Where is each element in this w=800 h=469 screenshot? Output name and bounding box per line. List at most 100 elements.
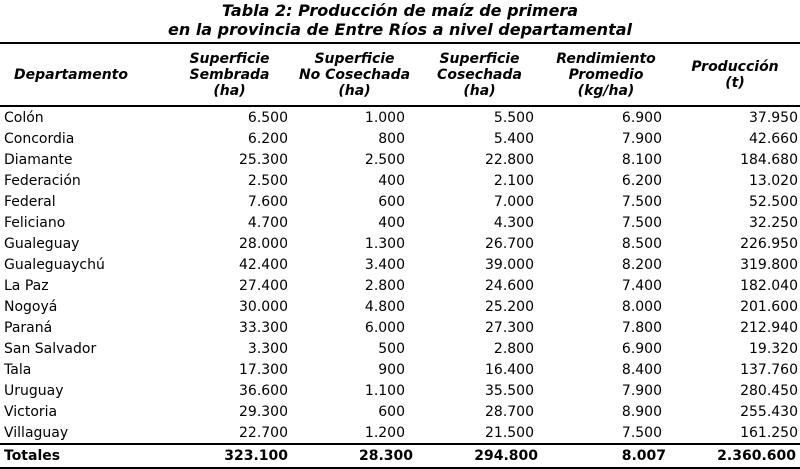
row-value: 27.400 <box>239 277 288 294</box>
row-value: 33.300 <box>239 319 288 336</box>
row-value: 2.500 <box>247 172 288 189</box>
header-label: Promedio <box>568 66 644 83</box>
header-label: (t) <box>725 74 745 91</box>
row-value: 26.700 <box>485 235 534 252</box>
row-value: 184.680 <box>740 151 798 168</box>
row-value: 42.660 <box>749 130 798 147</box>
row-departamento: Tala <box>4 361 32 378</box>
row-departamento: Feliciano <box>4 214 66 231</box>
row-departamento: Colón <box>4 109 44 126</box>
row-value: 22.700 <box>239 424 288 441</box>
row-value: 5.500 <box>493 109 534 126</box>
row-value: 900 <box>378 361 405 378</box>
row-value: 255.430 <box>740 403 798 420</box>
row-value: 1.200 <box>364 424 405 441</box>
header-label: Superficie <box>189 50 270 67</box>
row-value: 319.800 <box>740 256 798 273</box>
row-value: 24.600 <box>485 277 534 294</box>
row-value: 500 <box>378 340 405 357</box>
row-departamento: Paraná <box>4 319 53 336</box>
row-value: 7.800 <box>621 319 662 336</box>
row-value: 7.400 <box>621 277 662 294</box>
row-value: 161.250 <box>740 424 798 441</box>
row-value: 6.200 <box>621 172 662 189</box>
header-rendimiento-promedio: Rendimiento Promedio (kg/ha) <box>542 42 670 107</box>
row-value: 37.950 <box>749 109 798 126</box>
row-departamento: Federal <box>4 193 56 210</box>
row-value: 6.200 <box>247 130 288 147</box>
row-value: 4.700 <box>247 214 288 231</box>
row-value: 29.300 <box>239 403 288 420</box>
table-row: Gualeguaychú 42.400 3.400 39.000 8.200 319.80… <box>0 254 800 275</box>
row-value: 6.500 <box>247 109 288 126</box>
row-value: 7.900 <box>621 130 662 147</box>
row-value: 1.000 <box>364 109 405 126</box>
table-row: Federación 2.500 400 2.100 6.200 13.020 <box>0 170 800 191</box>
row-value: 280.450 <box>740 382 798 399</box>
row-value: 1.300 <box>364 235 405 252</box>
row-value: 13.020 <box>749 172 798 189</box>
table-row: Gualeguay 28.000 1.300 26.700 8.500 226.950 <box>0 233 800 254</box>
row-value: 22.800 <box>485 151 534 168</box>
header-label: (ha) <box>463 82 496 99</box>
header-superficie-no-cosechada: Superficie No Cosechada (ha) <box>292 42 417 107</box>
table-row: Diamante 25.300 2.500 22.800 8.100 184.680 <box>0 149 800 170</box>
row-value: 2.800 <box>493 340 534 357</box>
row-departamento: Victoria <box>4 403 58 420</box>
row-value: 6.900 <box>621 340 662 357</box>
row-departamento: Villaguay <box>4 424 69 441</box>
row-value: 4.300 <box>493 214 534 231</box>
header-label: No Cosechada <box>298 66 411 83</box>
row-value: 212.940 <box>740 319 798 336</box>
row-value: 3.300 <box>247 340 288 357</box>
row-value: 201.600 <box>740 298 798 315</box>
header-superficie-cosechada: Superficie Cosechada (ha) <box>417 42 542 107</box>
header-superficie-sembrada: Superficie Sembrada (ha) <box>167 42 292 107</box>
row-value: 25.300 <box>239 151 288 168</box>
table-body: Colón 6.500 1.000 5.500 6.900 37.950 Concordia… <box>0 106 800 444</box>
row-value: 7.500 <box>621 424 662 441</box>
header-label: Sembrada <box>189 66 270 83</box>
row-value: 600 <box>378 193 405 210</box>
row-departamento: Diamante <box>4 151 73 168</box>
row-departamento: San Salvador <box>4 340 97 357</box>
table-title-line2: en la provincia de Entre Ríos a nivel de… <box>168 20 632 39</box>
row-value: 7.900 <box>621 382 662 399</box>
row-value: 35.500 <box>485 382 534 399</box>
header-label: Superficie <box>439 50 520 67</box>
row-value: 30.000 <box>239 298 288 315</box>
table-row: Federal 7.600 600 7.000 7.500 52.500 <box>0 191 800 212</box>
row-value: 32.250 <box>749 214 798 231</box>
row-value: 8.100 <box>621 151 662 168</box>
header-label: (ha) <box>213 82 246 99</box>
header-row: Departamento Superficie Sembrada (ha) Su… <box>0 42 800 107</box>
row-value: 27.300 <box>485 319 534 336</box>
totals-cell: 2.360.600 <box>670 443 800 469</box>
header-departamento: Departamento <box>0 42 167 107</box>
totals-label: Totales <box>0 443 167 469</box>
row-value: 42.400 <box>239 256 288 273</box>
row-value: 39.000 <box>485 256 534 273</box>
row-value: 226.950 <box>740 235 798 252</box>
row-value: 8.500 <box>621 235 662 252</box>
row-value: 25.200 <box>485 298 534 315</box>
table-title: Tabla 2: Producción de maíz de primera e… <box>0 0 800 39</box>
row-value: 28.700 <box>485 403 534 420</box>
row-value: 19.320 <box>749 340 798 357</box>
row-value: 2.100 <box>493 172 534 189</box>
row-value: 182.040 <box>740 277 798 294</box>
header-label: Producción <box>691 58 779 75</box>
table-row: La Paz 27.400 2.800 24.600 7.400 182.040 <box>0 275 800 296</box>
row-value: 7.500 <box>621 193 662 210</box>
row-value: 6.000 <box>364 319 405 336</box>
table-row: Villaguay 22.700 1.200 21.500 7.500 161.250 <box>0 422 800 444</box>
row-value: 8.400 <box>621 361 662 378</box>
row-value: 1.100 <box>364 382 405 399</box>
header-label: Rendimiento <box>556 50 656 67</box>
row-value: 800 <box>378 130 405 147</box>
row-value: 8.000 <box>621 298 662 315</box>
row-value: 600 <box>378 403 405 420</box>
row-value: 28.000 <box>239 235 288 252</box>
row-value: 137.760 <box>740 361 798 378</box>
header-label: (ha) <box>338 82 371 99</box>
